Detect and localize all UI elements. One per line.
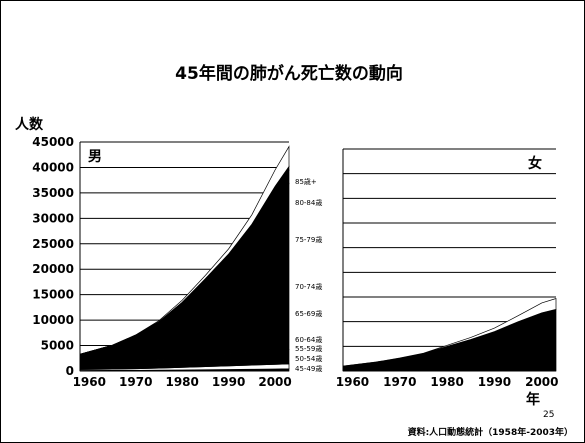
female-x-tick-label: 1970 (383, 375, 416, 389)
age-group-label: 55-59歳 (295, 344, 322, 353)
y-axis-label: 人数 (15, 116, 44, 133)
female-x-tick-label: 1980 (430, 375, 463, 389)
age-group-label: 75-79歳 (295, 235, 322, 244)
age-group-label: 60-64歳 (295, 335, 322, 344)
y-tick-label: 30000 (32, 211, 74, 225)
male-x-tick-label: 2000 (258, 375, 291, 389)
y-tick-label: 20000 (32, 262, 74, 276)
female-panel-label: 女 (528, 155, 542, 172)
source-note: 資料:人口動態統計（1958年-2003年） (408, 426, 573, 438)
y-tick-label: 5000 (41, 339, 74, 353)
male-x-tick-label: 1960 (73, 375, 106, 389)
age-group-label: 80-84歳 (295, 198, 322, 207)
age-group-label: 50-54歳 (295, 354, 322, 363)
y-tick-label: 25000 (32, 237, 74, 251)
female-x-tick-label: 1990 (478, 375, 511, 389)
male-panel-label: 男 (88, 149, 102, 165)
y-tick-label: 35000 (32, 186, 74, 200)
slide-title: 45年間の肺がん死亡数の動向 (175, 63, 403, 84)
male-x-tick-label: 1970 (119, 375, 152, 389)
male-x-tick-label: 1980 (165, 375, 198, 389)
x-axis-label: 年 (526, 391, 540, 408)
y-tick-label: 0 (66, 364, 74, 378)
male-area-8 (79, 145, 290, 355)
age-group-label: 70-74歳 (295, 282, 322, 291)
age-group-label: 45-49歳 (295, 364, 322, 373)
male-x-tick-label: 1990 (212, 375, 245, 389)
female-x-tick-label: 2000 (525, 375, 558, 389)
y-tick-label: 10000 (32, 313, 74, 327)
y-tick-label: 45000 (32, 135, 74, 149)
y-tick-label: 15000 (32, 288, 74, 302)
page-number: 25 (543, 410, 554, 420)
y-tick-label: 40000 (32, 160, 74, 174)
female-x-tick-label: 1960 (336, 375, 369, 389)
female-area-1 (342, 298, 557, 367)
age-group-label: 65-69歳 (295, 309, 322, 318)
age-group-label: 85歳+ (295, 177, 317, 186)
